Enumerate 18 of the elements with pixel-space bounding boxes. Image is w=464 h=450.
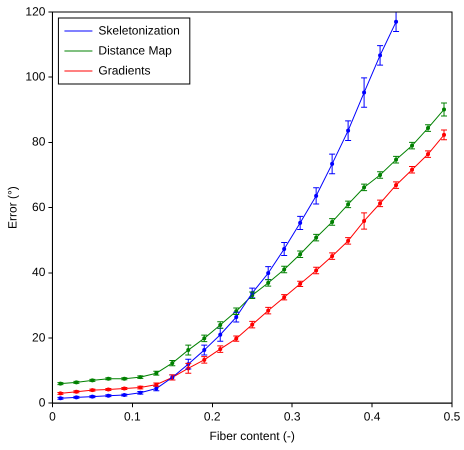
- y-tick-label: 0: [38, 396, 46, 410]
- y-tick-label: 40: [32, 265, 46, 280]
- y-tick-label: 80: [32, 134, 46, 149]
- y-tick-label: 120: [25, 4, 46, 18]
- x-tick-label: 0: [49, 410, 56, 424]
- x-tick-label: 0.1: [124, 410, 141, 424]
- y-tick-label: 100: [25, 70, 46, 84]
- x-tick-label: 0.5: [444, 410, 461, 424]
- x-tick-label: 0.3: [284, 410, 301, 424]
- legend-label: Skeletonization: [98, 23, 180, 38]
- legend-label: Distance Map: [98, 43, 172, 58]
- legend-label: Gradients: [98, 63, 150, 78]
- x-tick-label: 0.4: [364, 410, 381, 424]
- y-tick-label: 60: [32, 200, 46, 214]
- y-tick-label: 20: [32, 330, 46, 344]
- y-axis-title: Error (°): [6, 186, 20, 229]
- x-axis-title: Fiber content (-): [210, 429, 295, 444]
- x-tick-label: 0.2: [204, 410, 221, 424]
